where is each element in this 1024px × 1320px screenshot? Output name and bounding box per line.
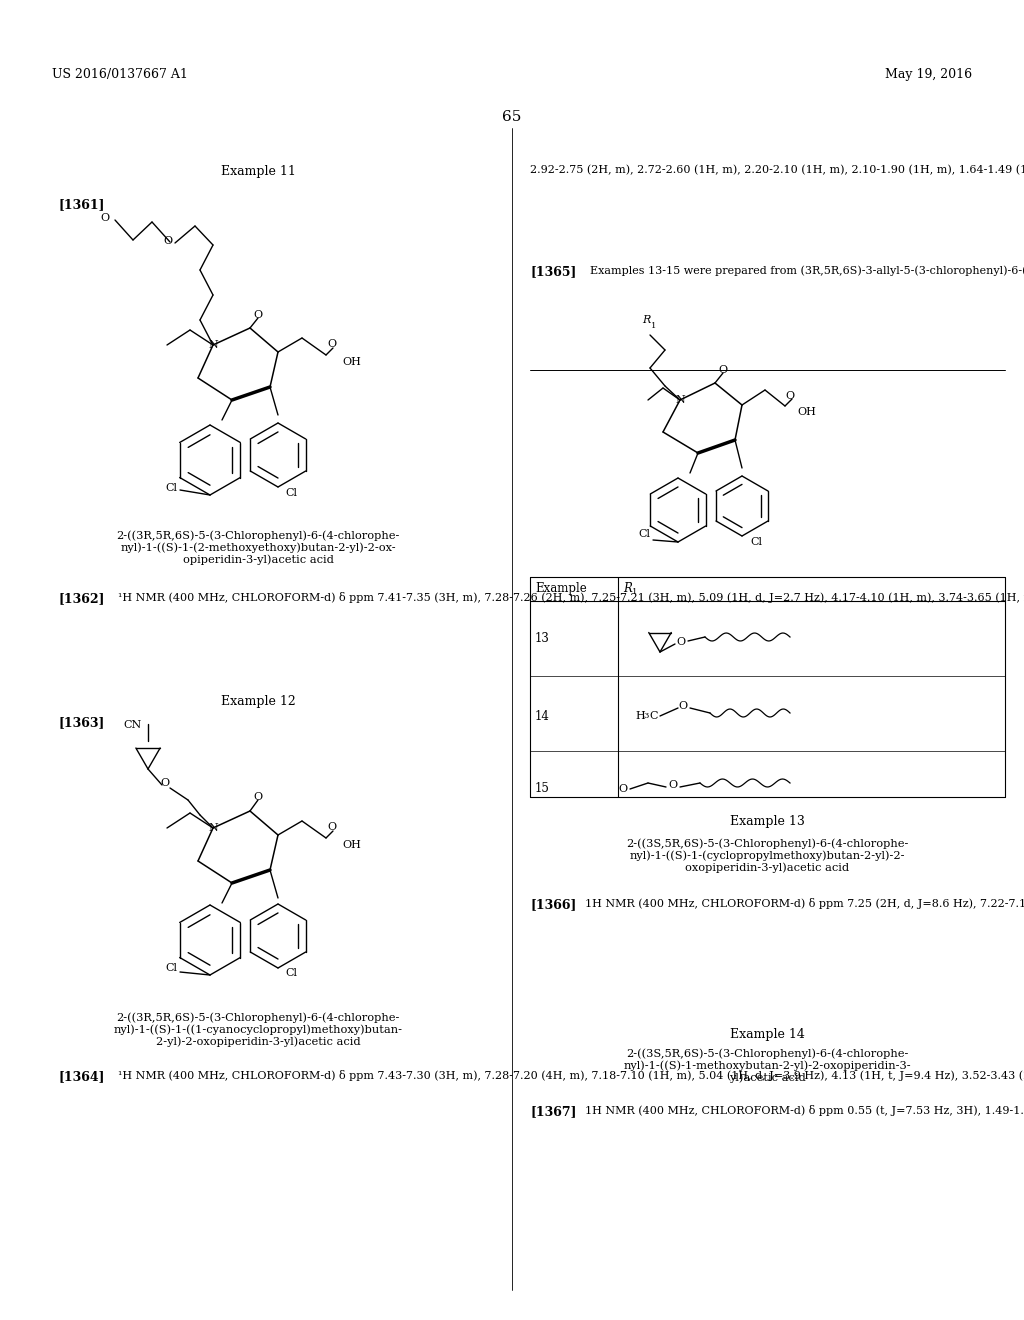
Text: CN: CN	[124, 719, 142, 730]
Text: C: C	[649, 711, 657, 721]
Text: O: O	[100, 213, 110, 223]
Text: 2-((3R,5R,6S)-5-(3-Chlorophenyl)-6-(4-chlorophe-
nyl)-1-((S)-1-((1-cyanocyclopro: 2-((3R,5R,6S)-5-(3-Chlorophenyl)-6-(4-ch…	[114, 1012, 402, 1047]
Text: 3: 3	[643, 711, 648, 719]
Text: Cl: Cl	[285, 488, 297, 498]
Text: 2-((3S,5R,6S)-5-(3-Chlorophenyl)-6-(4-chlorophe-
nyl)-1-((S)-1-methoxybutan-2-yl: 2-((3S,5R,6S)-5-(3-Chlorophenyl)-6-(4-ch…	[624, 1048, 910, 1084]
Text: 15: 15	[535, 783, 550, 796]
Text: 65: 65	[503, 110, 521, 124]
Text: [1365]: [1365]	[530, 265, 577, 279]
Text: O: O	[328, 339, 337, 348]
Text: R: R	[623, 582, 632, 595]
Text: 1: 1	[651, 322, 656, 330]
Text: O: O	[161, 777, 170, 788]
Text: O: O	[677, 638, 685, 647]
Text: 1: 1	[632, 587, 637, 597]
Text: N: N	[208, 341, 218, 350]
Text: OH: OH	[797, 407, 816, 417]
Text: Example 14: Example 14	[729, 1028, 805, 1041]
Text: 14: 14	[535, 710, 550, 722]
Text: O: O	[719, 366, 728, 375]
Text: O: O	[669, 780, 678, 789]
Text: 2-((3S,5R,6S)-5-(3-Chlorophenyl)-6-(4-chlorophe-
nyl)-1-((S)-1-(cyclopropylmetho: 2-((3S,5R,6S)-5-(3-Chlorophenyl)-6-(4-ch…	[626, 838, 908, 873]
Text: ¹H NMR (400 MHz, CHLOROFORM-d) δ ppm 7.41-7.35 (3H, m), 7.28-7.26 (2H, m), 7.25-: ¹H NMR (400 MHz, CHLOROFORM-d) δ ppm 7.4…	[118, 591, 1024, 603]
Text: [1367]: [1367]	[530, 1105, 577, 1118]
Text: Example: Example	[535, 582, 587, 595]
Text: 2.92-2.75 (2H, m), 2.72-2.60 (1H, m), 2.20-2.10 (1H, m), 2.10-1.90 (1H, m), 1.64: 2.92-2.75 (2H, m), 2.72-2.60 (1H, m), 2.…	[530, 165, 1024, 176]
Text: Cl: Cl	[165, 964, 177, 973]
Text: R: R	[642, 315, 650, 325]
Text: [1361]: [1361]	[58, 198, 104, 211]
Text: O: O	[253, 792, 262, 803]
Text: May 19, 2016: May 19, 2016	[885, 69, 972, 81]
Text: N: N	[208, 822, 218, 833]
Text: ¹H NMR (400 MHz, CHLOROFORM-d) δ ppm 7.43-7.30 (3H, m), 7.28-7.20 (4H, m), 7.18-: ¹H NMR (400 MHz, CHLOROFORM-d) δ ppm 7.4…	[118, 1071, 1024, 1081]
Text: H: H	[635, 711, 645, 721]
Text: [1366]: [1366]	[530, 898, 577, 911]
Text: Cl: Cl	[638, 529, 650, 539]
Text: OH: OH	[342, 840, 360, 850]
Text: 1H NMR (400 MHz, CHLOROFORM-d) δ ppm 7.25 (2H, d, J=8.6 Hz), 7.22-7.18 (1H, m), : 1H NMR (400 MHz, CHLOROFORM-d) δ ppm 7.2…	[585, 898, 1024, 909]
Text: US 2016/0137667 A1: US 2016/0137667 A1	[52, 69, 187, 81]
Text: Example 13: Example 13	[729, 814, 805, 828]
Text: OH: OH	[342, 356, 360, 367]
Text: Examples 13-15 were prepared from (3R,5R,6S)-3-allyl-5-(3-chlorophenyl)-6-(4-chl: Examples 13-15 were prepared from (3R,5R…	[590, 265, 1024, 276]
Text: O: O	[164, 236, 173, 246]
Text: [1362]: [1362]	[58, 591, 104, 605]
Text: Cl: Cl	[165, 483, 177, 492]
Text: 13: 13	[535, 632, 550, 645]
Text: O: O	[618, 784, 628, 795]
Text: Example 11: Example 11	[220, 165, 296, 178]
Text: O: O	[679, 701, 687, 711]
Text: O: O	[328, 822, 337, 832]
Text: N: N	[675, 395, 685, 405]
Text: O: O	[785, 391, 795, 401]
Text: [1363]: [1363]	[58, 715, 104, 729]
Text: Cl: Cl	[750, 537, 762, 546]
Text: [1364]: [1364]	[58, 1071, 104, 1082]
Text: Cl: Cl	[285, 968, 297, 978]
Text: O: O	[253, 310, 262, 319]
Text: 2-((3R,5R,6S)-5-(3-Chlorophenyl)-6-(4-chlorophe-
nyl)-1-((S)-1-(2-methoxyethoxy): 2-((3R,5R,6S)-5-(3-Chlorophenyl)-6-(4-ch…	[117, 531, 399, 565]
Text: Example 12: Example 12	[220, 696, 295, 708]
Text: 1H NMR (400 MHz, CHLOROFORM-d) δ ppm 0.55 (t, J=7.53 Hz, 3H), 1.49-1.60 (m, 1H),: 1H NMR (400 MHz, CHLOROFORM-d) δ ppm 0.5…	[585, 1105, 1024, 1115]
